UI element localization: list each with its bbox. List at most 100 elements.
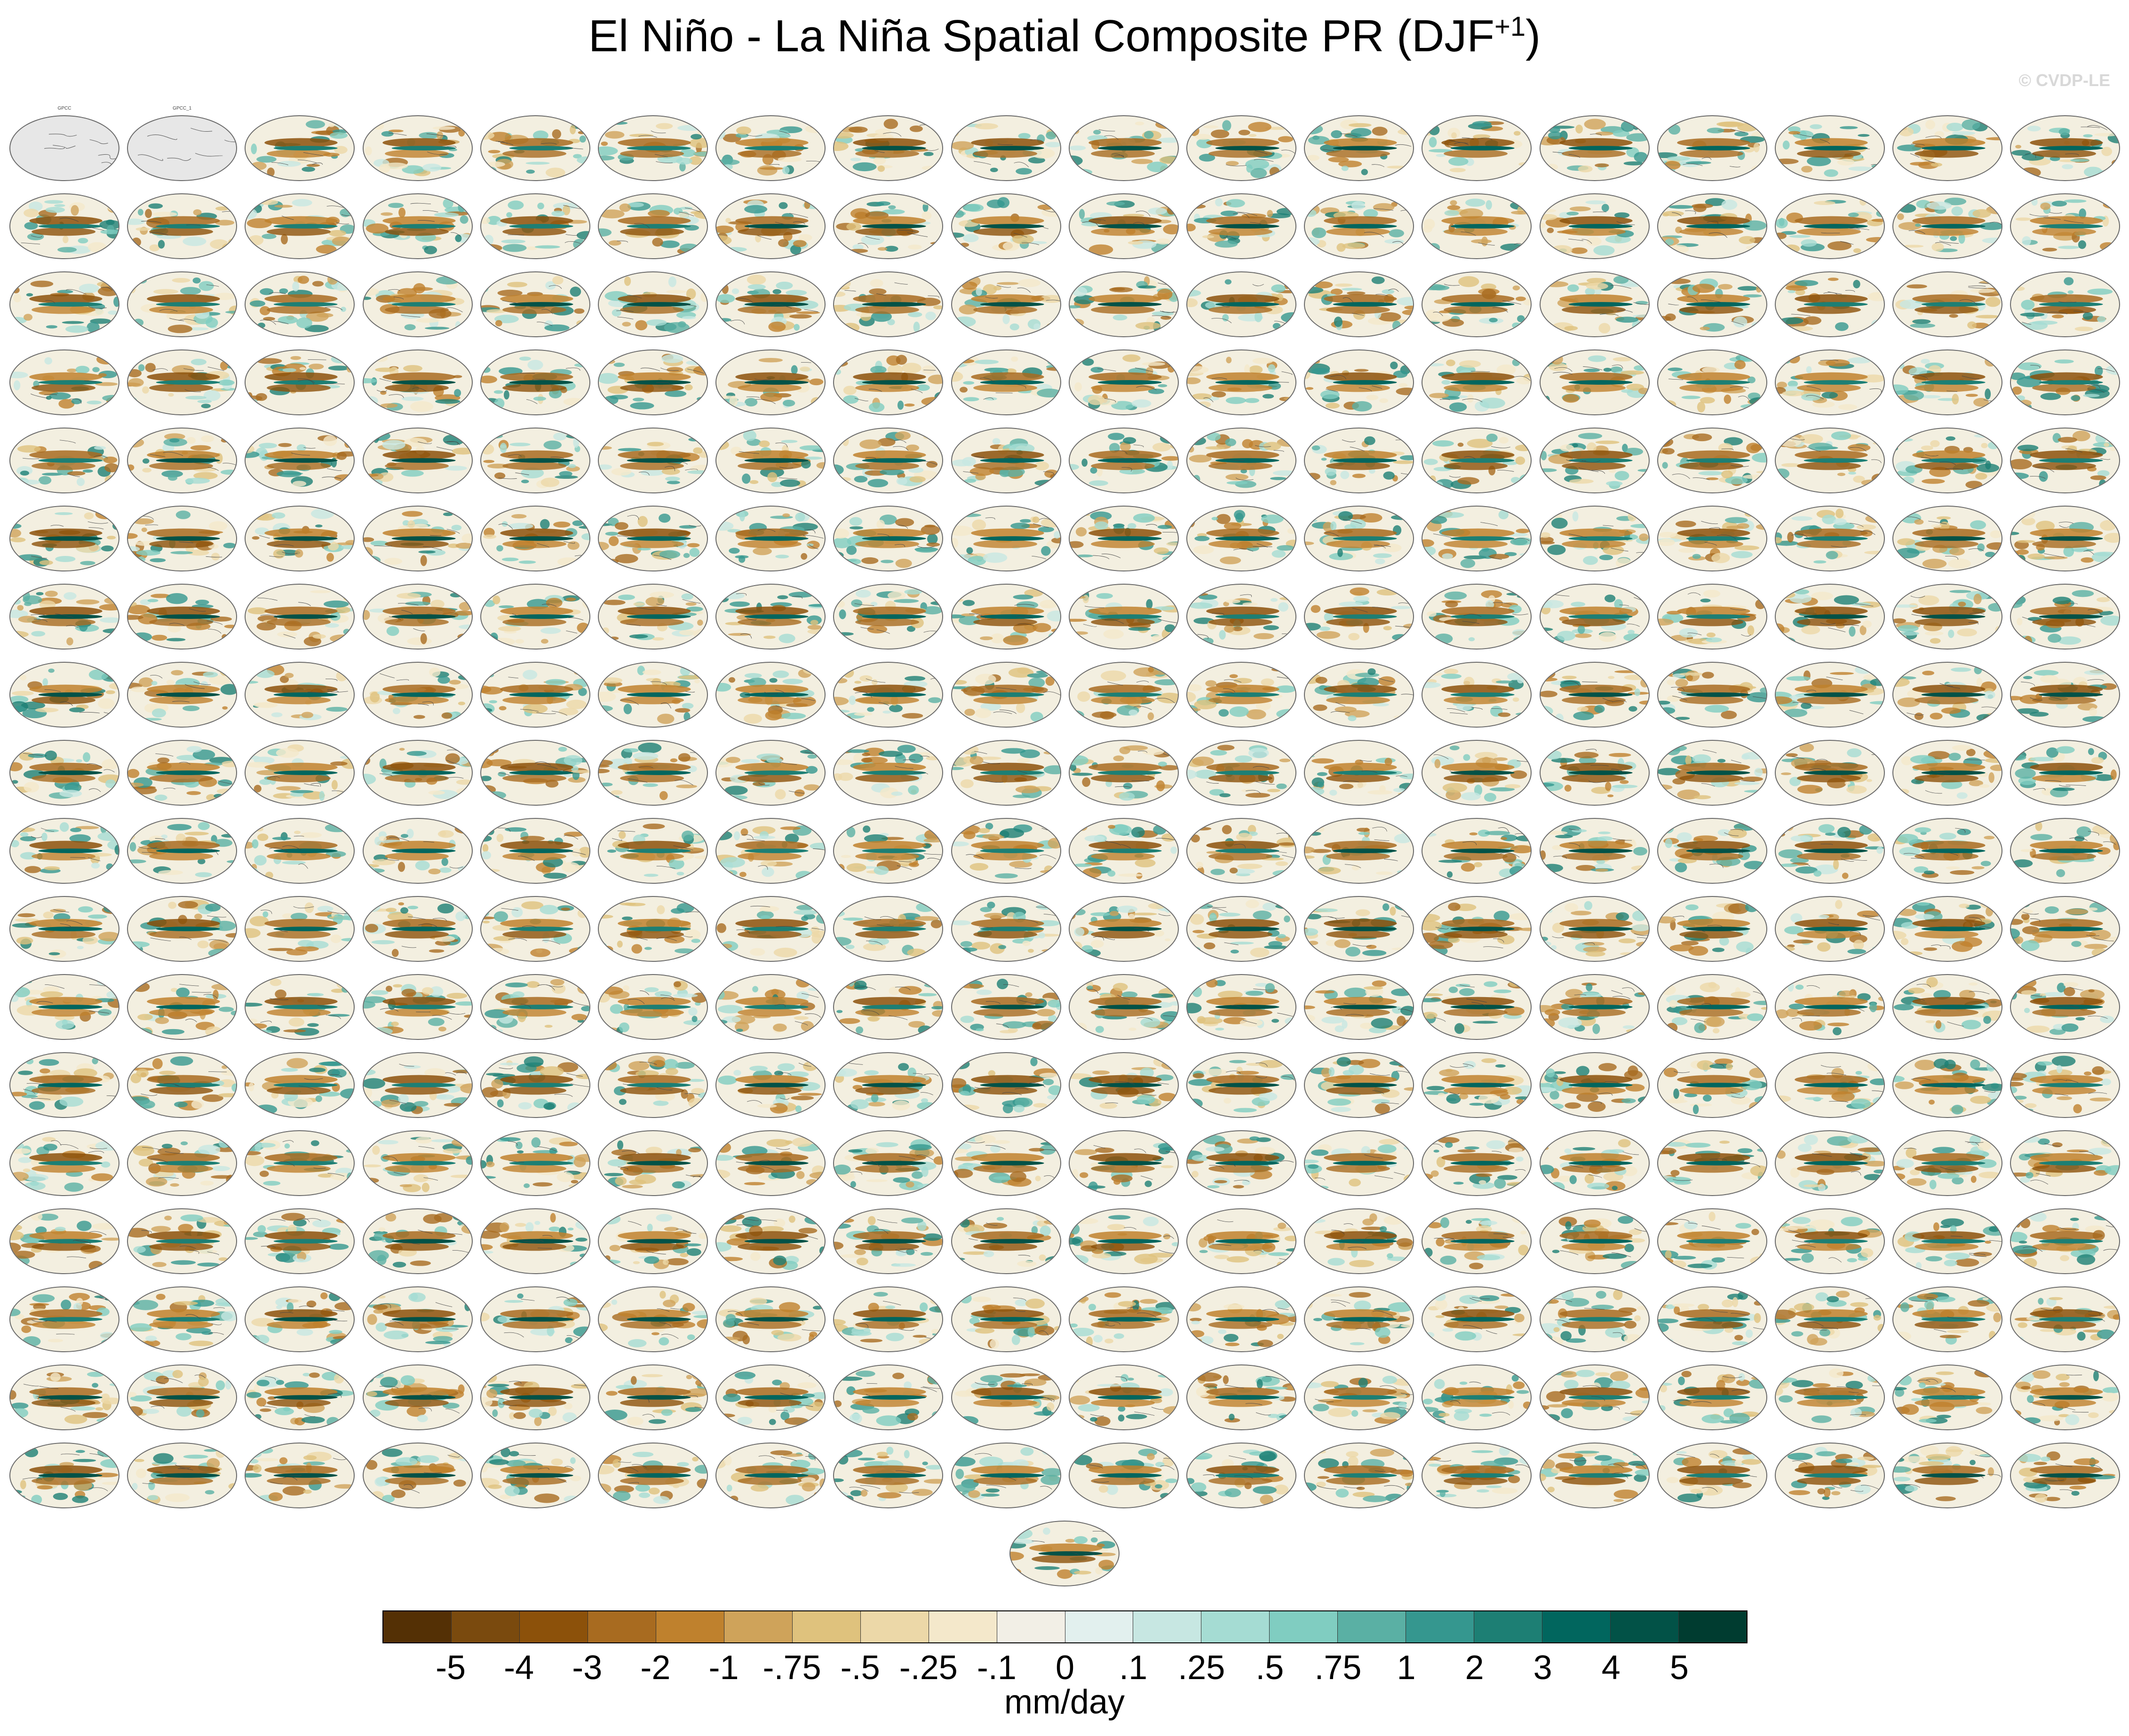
map-panel — [1300, 965, 1418, 1045]
map-panel — [477, 574, 594, 654]
colorbar-tick-label: 5 — [1669, 1649, 1689, 1687]
panel-map — [362, 662, 473, 728]
panel-map — [362, 193, 473, 259]
panel-map — [1892, 506, 2003, 571]
map-panel — [477, 106, 594, 186]
panel-map — [1068, 193, 1179, 259]
colorbar-cell — [1133, 1611, 1202, 1642]
panel-map — [480, 428, 590, 493]
panel-map — [1068, 1208, 1179, 1274]
panel-map — [833, 193, 944, 259]
map-panel — [477, 262, 594, 342]
panel-map — [2010, 1208, 2121, 1274]
panel-map — [951, 818, 1061, 884]
map-panel — [1889, 1277, 2006, 1357]
map-panel — [1183, 574, 1300, 654]
panel-map — [598, 1443, 708, 1508]
map-panel — [1536, 184, 1653, 264]
map-panel — [1889, 652, 2006, 732]
panel-map — [1892, 896, 2003, 962]
panel-map — [480, 1208, 590, 1274]
map-panel — [947, 652, 1065, 732]
panel-map — [1657, 193, 1767, 259]
panel-map — [1186, 662, 1296, 728]
panel-map — [951, 896, 1061, 962]
map-panel — [1653, 184, 1771, 264]
panel-map — [1539, 1130, 1650, 1196]
map-panel — [1065, 1277, 1183, 1357]
panel-map — [1657, 1443, 1767, 1508]
panel-map — [245, 662, 355, 728]
map-panel — [1065, 340, 1183, 420]
panel-map — [9, 974, 119, 1040]
panel-map — [1657, 818, 1767, 884]
map-panel — [2006, 418, 2124, 498]
map-panel — [1418, 887, 1535, 967]
panel-map — [1304, 193, 1414, 259]
panel-map — [9, 506, 119, 571]
panel-map — [1186, 896, 1296, 962]
map-panel — [241, 652, 358, 732]
panel-map — [2010, 584, 2121, 650]
panel-map — [1539, 662, 1650, 728]
map-panel — [1183, 887, 1300, 967]
map-panel — [594, 340, 712, 420]
map-panel — [477, 730, 594, 810]
map-panel — [1183, 340, 1300, 420]
map-panel — [1065, 1355, 1183, 1435]
panel-map — [1068, 818, 1179, 884]
panel-map — [1657, 896, 1767, 962]
panel-map — [715, 193, 826, 259]
map-panel — [359, 652, 477, 732]
map-panel — [1536, 1199, 1653, 1279]
panel-map — [1657, 428, 1767, 493]
panel-map — [127, 271, 238, 337]
panel-map — [1539, 428, 1650, 493]
map-panel — [6, 887, 123, 967]
map-panel — [359, 1355, 477, 1435]
map-panel — [1889, 106, 2006, 186]
map-panel — [1771, 1355, 1889, 1435]
map-panel — [947, 1355, 1065, 1435]
colorbar-cell — [1406, 1611, 1475, 1642]
panel-map — [1657, 349, 1767, 415]
colorbar-cell — [1065, 1611, 1134, 1642]
panel-map — [127, 1286, 238, 1352]
map-panel — [1771, 340, 1889, 420]
map-panel — [947, 887, 1065, 967]
map-panel — [2006, 1355, 2124, 1435]
panel-map — [1657, 271, 1767, 337]
panel-map — [362, 584, 473, 650]
map-panel — [359, 418, 477, 498]
colorbar-tick-label: 3 — [1533, 1649, 1552, 1687]
panel-map — [1892, 974, 2003, 1040]
panel-map — [951, 1364, 1061, 1430]
panel-map — [1422, 974, 1532, 1040]
map-panel — [1889, 1121, 2006, 1201]
panel-map — [1304, 1364, 1414, 1430]
panel-map — [1892, 349, 2003, 415]
map-panel — [2006, 887, 2124, 967]
panel-map — [480, 584, 590, 650]
panel-map — [833, 1364, 944, 1430]
panel-map — [1892, 1364, 2003, 1430]
map-panel — [1536, 965, 1653, 1045]
panel-map — [2010, 896, 2121, 962]
panel-map — [362, 115, 473, 181]
panel-map — [598, 271, 708, 337]
map-panel — [1771, 418, 1889, 498]
panel-map — [2010, 1052, 2121, 1118]
panel-map — [833, 662, 944, 728]
colorbar-cell — [588, 1611, 656, 1642]
map-panel — [829, 1433, 947, 1513]
panel-map — [480, 193, 590, 259]
panel-map — [1068, 1130, 1179, 1196]
panel-map — [1422, 115, 1532, 181]
panel-map — [1304, 115, 1414, 181]
map-panel — [1300, 340, 1418, 420]
map-panel — [947, 965, 1065, 1045]
map-panel — [1653, 1121, 1771, 1201]
map-panel — [1418, 496, 1535, 576]
colorbar-tick-label: 2 — [1465, 1649, 1484, 1687]
map-panel — [1300, 730, 1418, 810]
